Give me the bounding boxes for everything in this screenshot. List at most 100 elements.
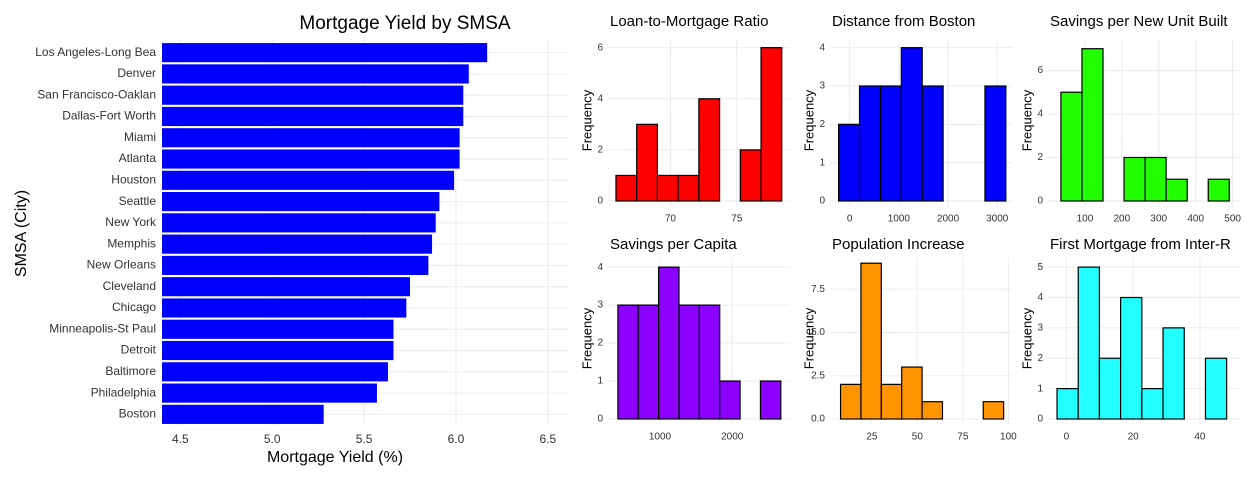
histogram: Loan-to-Mortgage Ratio 70 75 0 2 4 6 Frequency [579, 13, 790, 225]
y-axis-label: Frequency [1019, 89, 1034, 151]
histogram-bar [1077, 266, 1101, 420]
x-tick-label: 50 [912, 432, 924, 443]
y-tick-label: New Orleans [87, 258, 156, 272]
histogram-bar [1098, 357, 1122, 420]
bar [162, 149, 460, 169]
y-tick-label: Boston [119, 407, 156, 421]
x-tick-label: 100 [1077, 214, 1094, 225]
y-tick-label: San Francisco-Oaklan [37, 87, 156, 101]
histogram-bar [880, 383, 903, 420]
bar [162, 128, 460, 148]
y-tick-label: 5.0 [811, 327, 825, 338]
x-tick-label: 4.5 [172, 432, 189, 446]
chart-title: Mortgage Yield by SMSA [299, 13, 511, 34]
histogram: Savings per New Unit Built 100 200 300 400 50… [1019, 13, 1241, 225]
x-tick-label: 3000 [986, 214, 1009, 225]
histogram-bar [615, 174, 638, 202]
x-tick-label: 0 [1064, 432, 1070, 443]
histogram: Savings per Capita 1000 2000 0 1 2 3 4 Frequency [579, 236, 790, 443]
x-tick-label: 5.5 [356, 432, 373, 446]
histogram: Distance from Boston 0 1000 2000 3000 0 1 2 3 4 Fr… [801, 13, 1012, 225]
bar [162, 362, 388, 382]
y-tick-label: Seattle [119, 194, 157, 208]
histogram-bar [984, 85, 1007, 202]
histogram-bar [1165, 178, 1188, 202]
bar [162, 85, 464, 105]
x-tick-label: 2000 [721, 432, 744, 443]
bar [162, 106, 464, 127]
histogram-bar [656, 174, 679, 202]
x-tick-label: 40 [1194, 432, 1206, 443]
histogram-bar [658, 266, 680, 420]
histogram-bar [879, 85, 902, 202]
y-axis-label: Frequency [579, 307, 594, 369]
y-tick-label: 4 [1037, 109, 1043, 120]
histogram-bar [760, 47, 783, 202]
x-tick-label: 6.0 [448, 432, 465, 446]
x-tick-label: 500 [1224, 214, 1241, 225]
histogram-bar [1204, 357, 1228, 420]
y-tick-label: 2 [597, 338, 603, 349]
y-tick-label: 0 [1037, 414, 1043, 425]
bar [162, 277, 411, 297]
x-tick-label: 25 [866, 432, 878, 443]
y-axis-label: SMSA (City) [13, 190, 30, 277]
y-tick-label: Atlanta [119, 151, 157, 165]
bar [162, 170, 455, 190]
x-tick-label: 20 [1128, 432, 1140, 443]
y-tick-label: 6 [597, 42, 603, 53]
bar [162, 192, 440, 212]
y-tick-label: 4 [819, 42, 825, 53]
histogram-bar [1120, 296, 1143, 420]
y-tick-label: 6 [1037, 65, 1043, 76]
y-tick-label: Philadelphia [91, 385, 157, 399]
x-tick-label: 70 [665, 214, 677, 225]
x-tick-label: 0 [847, 214, 853, 225]
y-tick-label: 0 [1037, 196, 1043, 207]
y-tick-label: 4 [597, 262, 603, 273]
y-tick-label: 0 [597, 196, 603, 207]
y-tick-label: Detroit [121, 343, 157, 357]
histogram-bar [678, 304, 700, 420]
chart-title: First Mortgage from Inter-R [1050, 236, 1231, 253]
x-tick-label: 6.5 [539, 432, 556, 446]
histogram-bar [839, 383, 862, 420]
histogram-bar [1144, 156, 1167, 202]
y-tick-label: Denver [117, 66, 156, 80]
bar [162, 319, 394, 339]
y-tick-label: 3 [1037, 323, 1043, 334]
x-tick-label: 200 [1114, 214, 1131, 225]
bar [162, 64, 469, 84]
bar [162, 404, 324, 424]
y-tick-label: 2.5 [811, 370, 825, 381]
histogram-bar [858, 85, 882, 202]
bar [162, 383, 377, 403]
y-axis-label: Frequency [579, 89, 594, 151]
y-axis-label: Frequency [1019, 307, 1034, 369]
bar-chart: Mortgage Yield by SMSA Los Angeles-Long B… [13, 13, 568, 466]
histogram-bar [719, 380, 741, 420]
histogram-bar [677, 174, 700, 202]
histogram-bar [698, 304, 721, 420]
y-tick-label: 4 [1037, 292, 1043, 303]
y-tick-label: Dallas-Fort Worth [62, 109, 156, 123]
x-tick-label: 1000 [649, 432, 672, 443]
y-tick-label: Memphis [107, 236, 156, 250]
histogram-bar [739, 149, 762, 202]
histogram-bar [860, 262, 882, 420]
histogram: Population Increase 25 50 75 100 0.0 2.5 5.0 7.5… [801, 236, 1017, 443]
y-axis-label: Frequency [801, 307, 816, 369]
histogram-bar [901, 366, 923, 420]
y-tick-label: 5 [1037, 262, 1043, 273]
bar [162, 340, 394, 361]
y-tick-label: Miami [124, 130, 156, 144]
bar [162, 213, 436, 233]
x-tick-label: 75 [957, 432, 969, 443]
bar [162, 255, 429, 275]
histogram-bar [1123, 156, 1146, 202]
x-tick-label: 5.0 [264, 432, 281, 446]
x-tick-label: 75 [731, 214, 743, 225]
y-tick-label: Cleveland [103, 279, 156, 293]
y-tick-label: 2 [597, 145, 603, 156]
